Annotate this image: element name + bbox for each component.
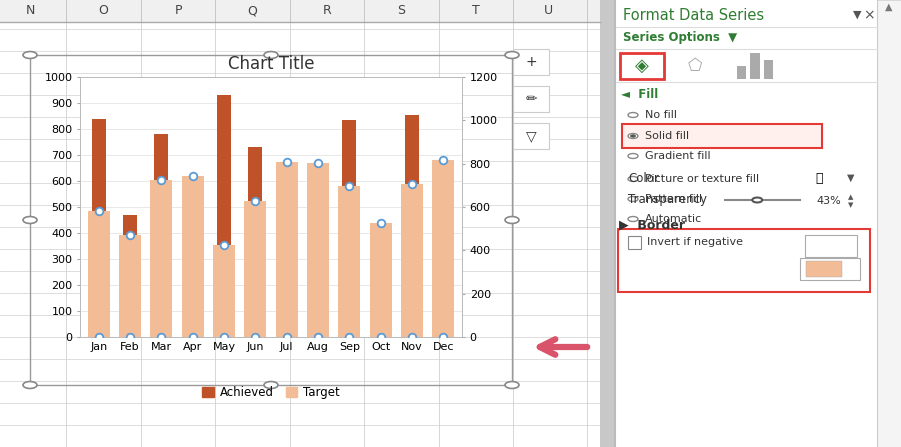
- Bar: [182, 176, 204, 337]
- Bar: [307, 163, 329, 337]
- Text: ⬠: ⬠: [687, 57, 702, 75]
- Bar: [432, 160, 454, 337]
- Bar: [405, 115, 419, 337]
- Text: Picture or texture fill: Picture or texture fill: [645, 174, 760, 184]
- Text: 43%: 43%: [816, 196, 841, 206]
- Text: Color: Color: [628, 172, 659, 185]
- Text: S: S: [397, 4, 405, 17]
- Text: ▲: ▲: [886, 2, 893, 12]
- Bar: [737, 66, 746, 79]
- Bar: [338, 186, 360, 337]
- Bar: [276, 161, 297, 337]
- Text: +: +: [525, 55, 537, 69]
- Text: Format Data Series: Format Data Series: [623, 8, 764, 22]
- Text: ◈: ◈: [635, 57, 649, 75]
- Text: ▼: ▼: [849, 202, 853, 208]
- Text: Q: Q: [247, 4, 257, 17]
- Bar: [244, 201, 267, 337]
- Text: ▶  Border: ▶ Border: [619, 219, 685, 232]
- Bar: [279, 257, 294, 337]
- Text: Series Options  ▼: Series Options ▼: [623, 31, 737, 45]
- Text: No fill: No fill: [645, 110, 677, 120]
- Text: T: T: [472, 4, 480, 17]
- Text: ▼: ▼: [847, 173, 855, 183]
- Title: Chart Title: Chart Title: [228, 55, 314, 73]
- Text: ▲: ▲: [849, 194, 853, 200]
- Legend: Achieved, Target: Achieved, Target: [197, 381, 345, 404]
- Bar: [123, 215, 137, 337]
- Text: Pattern fill: Pattern fill: [645, 194, 702, 204]
- Text: Automatic: Automatic: [645, 214, 702, 224]
- Bar: [154, 134, 168, 337]
- Bar: [119, 235, 141, 337]
- Text: R: R: [323, 4, 332, 17]
- Bar: [751, 53, 760, 79]
- Bar: [217, 95, 231, 337]
- Bar: [374, 253, 387, 337]
- Text: ×: ×: [863, 8, 875, 22]
- Text: P: P: [174, 4, 182, 17]
- Text: Solid fill: Solid fill: [645, 131, 689, 141]
- Bar: [311, 238, 325, 337]
- Text: Transparency: Transparency: [628, 194, 707, 207]
- Bar: [342, 120, 356, 337]
- Bar: [150, 180, 172, 337]
- Bar: [213, 245, 235, 337]
- Bar: [764, 59, 773, 79]
- Text: N: N: [25, 4, 34, 17]
- Bar: [249, 147, 262, 337]
- Text: O: O: [98, 4, 108, 17]
- Text: ◄  Fill: ◄ Fill: [621, 88, 659, 101]
- Text: U: U: [543, 4, 552, 17]
- Bar: [92, 118, 105, 337]
- Text: ▼: ▼: [852, 10, 861, 20]
- Bar: [369, 223, 392, 337]
- Text: ✏: ✏: [525, 92, 537, 106]
- Text: ▽: ▽: [525, 129, 536, 143]
- Text: 🪣: 🪣: [815, 172, 823, 185]
- Bar: [401, 184, 423, 337]
- Bar: [87, 211, 110, 337]
- Text: Invert if negative: Invert if negative: [647, 237, 743, 247]
- Text: Gradient fill: Gradient fill: [645, 151, 711, 161]
